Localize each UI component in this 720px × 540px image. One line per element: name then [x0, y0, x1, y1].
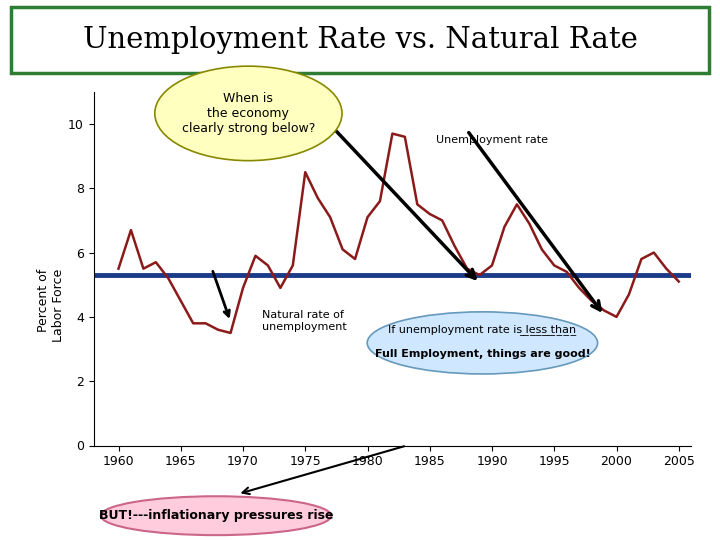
- Text: Unemployment Rate vs. Natural Rate: Unemployment Rate vs. Natural Rate: [83, 26, 637, 54]
- Text: Natural rate of
unemployment: Natural rate of unemployment: [261, 310, 346, 332]
- Text: Full Employment, things are good!: Full Employment, things are good!: [374, 349, 590, 359]
- Text: BUT!---inflationary pressures rise: BUT!---inflationary pressures rise: [99, 509, 333, 522]
- Text: When is
the economy
clearly strong below?: When is the economy clearly strong below…: [181, 92, 315, 135]
- Text: If unemployment rate is ̲l̲e̲s̲s̲ ̲t̲h̲a̲n̲: If unemployment rate is ̲l̲e̲s̲s̲ ̲t̲h̲a…: [388, 324, 577, 335]
- Y-axis label: Percent of
Labor Force: Percent of Labor Force: [37, 268, 66, 342]
- Text: Unemployment rate: Unemployment rate: [436, 135, 548, 145]
